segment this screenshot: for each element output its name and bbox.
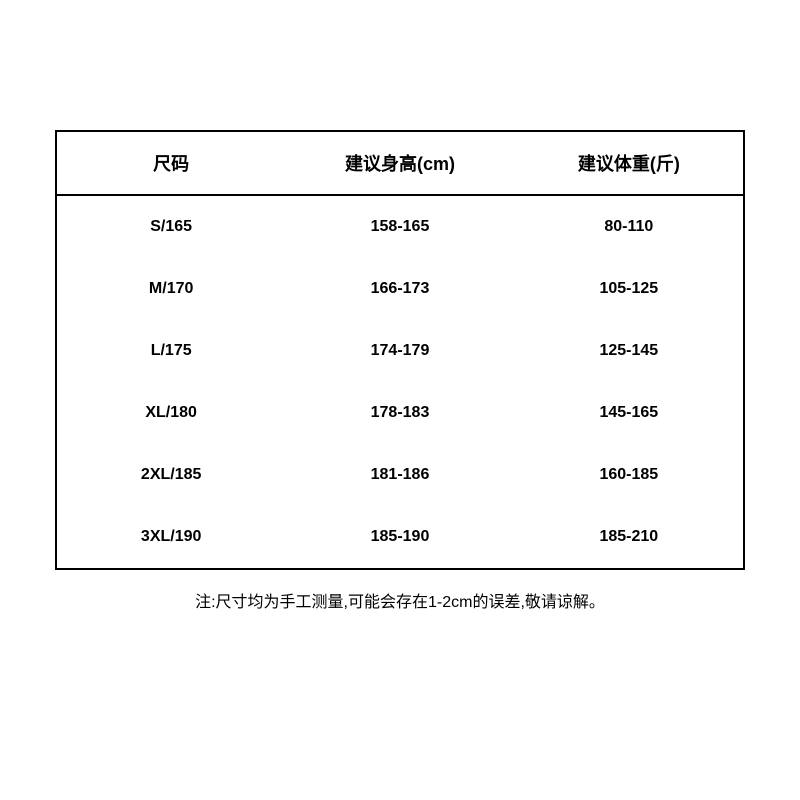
cell-weight: 145-165 bbox=[515, 382, 744, 444]
cell-weight: 105-125 bbox=[515, 258, 744, 320]
cell-weight: 160-185 bbox=[515, 444, 744, 506]
cell-size: L/175 bbox=[56, 320, 285, 382]
table-row: XL/180 178-183 145-165 bbox=[56, 382, 744, 444]
cell-size: 3XL/190 bbox=[56, 506, 285, 569]
cell-height: 185-190 bbox=[285, 506, 514, 569]
cell-height: 158-165 bbox=[285, 195, 514, 258]
size-table: 尺码 建议身高(cm) 建议体重(斤) S/165 158-165 80-110… bbox=[55, 130, 745, 570]
cell-weight: 80-110 bbox=[515, 195, 744, 258]
table-row: S/165 158-165 80-110 bbox=[56, 195, 744, 258]
cell-weight: 125-145 bbox=[515, 320, 744, 382]
cell-weight: 185-210 bbox=[515, 506, 744, 569]
cell-height: 181-186 bbox=[285, 444, 514, 506]
table-row: 3XL/190 185-190 185-210 bbox=[56, 506, 744, 569]
cell-height: 166-173 bbox=[285, 258, 514, 320]
column-header-height: 建议身高(cm) bbox=[285, 131, 514, 195]
table-row: M/170 166-173 105-125 bbox=[56, 258, 744, 320]
cell-height: 174-179 bbox=[285, 320, 514, 382]
footnote-text: 注:尺寸均为手工测量,可能会存在1-2cm的误差,敬请谅解。 bbox=[195, 588, 605, 612]
cell-size: S/165 bbox=[56, 195, 285, 258]
cell-size: M/170 bbox=[56, 258, 285, 320]
table-header-row: 尺码 建议身高(cm) 建议体重(斤) bbox=[56, 131, 744, 195]
cell-height: 178-183 bbox=[285, 382, 514, 444]
table-row: L/175 174-179 125-145 bbox=[56, 320, 744, 382]
column-header-size: 尺码 bbox=[56, 131, 285, 195]
table-row: 2XL/185 181-186 160-185 bbox=[56, 444, 744, 506]
cell-size: XL/180 bbox=[56, 382, 285, 444]
column-header-weight: 建议体重(斤) bbox=[515, 131, 744, 195]
cell-size: 2XL/185 bbox=[56, 444, 285, 506]
